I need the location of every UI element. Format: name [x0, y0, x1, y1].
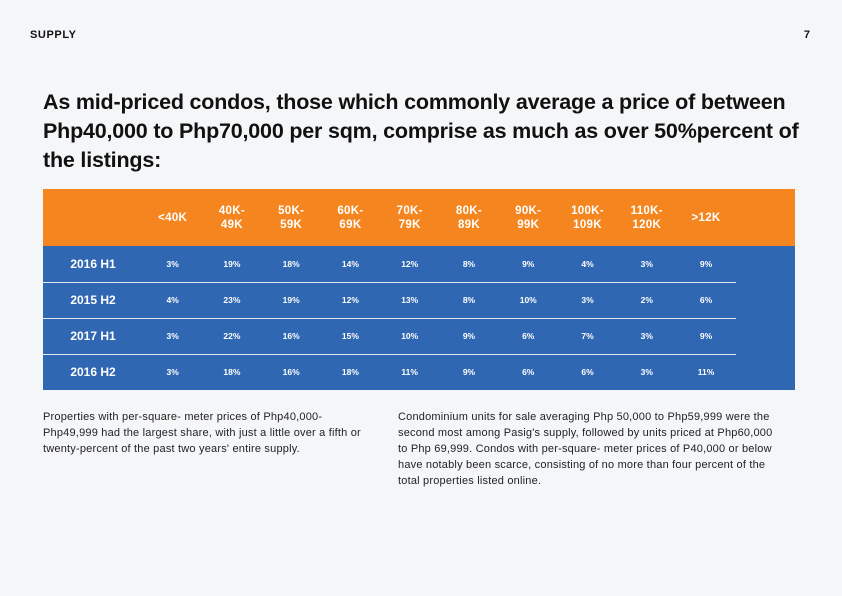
table-cell: 8%	[439, 246, 499, 283]
table-endpad	[736, 246, 795, 282]
table-endpad	[736, 189, 795, 246]
table-corner	[43, 189, 143, 246]
table-cell: 22%	[202, 318, 262, 355]
table-cell: 2%	[617, 282, 677, 319]
table-cell: 3%	[143, 246, 203, 283]
table-cell: 6%	[676, 282, 736, 319]
row-label: 2016 H1	[43, 246, 143, 283]
row-label: 2015 H2	[43, 282, 143, 319]
table-cell: 6%	[581, 367, 594, 378]
column-header: >12K	[691, 211, 721, 224]
table-cell: 3%	[617, 318, 677, 355]
column-header: 70K- 79K	[396, 204, 423, 231]
table-cell: 3%	[557, 282, 618, 319]
table-cell: 14%	[320, 246, 381, 283]
column-header: 80K- 89K	[455, 204, 483, 231]
table-cell: 18%	[341, 367, 359, 378]
paragraph-left: Properties with per-square- meter prices…	[43, 411, 361, 455]
table-cell: 3%	[617, 246, 677, 283]
table-cell: 9%	[498, 246, 558, 283]
section-label: SUPPLY	[30, 29, 77, 41]
table-cell: 11%	[697, 367, 715, 378]
table-cell: 15%	[320, 318, 381, 355]
column-header: 60K- 69K	[337, 204, 364, 231]
table-cell: 18%	[261, 246, 321, 283]
table-cell: 7%	[557, 318, 618, 355]
table-cell: 9%	[676, 246, 736, 283]
column-header: 90K- 99K	[515, 204, 542, 231]
column-header: 40K- 49K	[218, 204, 245, 231]
table-cell: 13%	[380, 282, 440, 319]
table-cell: 4%	[143, 282, 203, 319]
headline: As mid-priced condos, those which common…	[43, 90, 799, 172]
table-row: 2016 H1 3% 19% 18% 14% 12% 8% 9% 4% 3% 9%	[43, 246, 795, 283]
column-header: 50K- 59K	[278, 204, 305, 231]
table-endpad	[736, 318, 795, 354]
table-row: 2016 H2 3% 18% 16% 18% 11% 9% 6% 6% 3% 11%	[43, 354, 795, 390]
table-cell: 23%	[202, 282, 262, 319]
table-cell: 19%	[202, 246, 262, 283]
column-header: 110K- 120K	[630, 204, 663, 231]
column-header: <40K	[158, 211, 188, 224]
table-endpad	[736, 282, 795, 318]
page-number: 7	[803, 29, 810, 41]
table-cell: 19%	[261, 282, 321, 319]
table-cell: 3%	[640, 367, 653, 378]
row-label: 2017 H1	[43, 318, 143, 355]
table-endpad	[736, 354, 795, 390]
price-distribution-table: <40K 40K- 49K 50K- 59K 60K- 69K 70K- 79K 80K…	[43, 189, 795, 390]
table-cell: 6%	[522, 367, 535, 378]
table-cell: 16%	[282, 367, 300, 378]
paragraph-right: Condominium units for sale averaging Php…	[398, 411, 773, 487]
table-cell: 12%	[380, 246, 440, 283]
table-cell: 9%	[439, 318, 499, 355]
table-cell: 9%	[676, 318, 736, 355]
table-cell: 3%	[166, 367, 179, 378]
table-cell: 18%	[223, 367, 241, 378]
table-cell: 9%	[462, 367, 476, 378]
table-cell: 4%	[557, 246, 618, 283]
column-header: 100K- 109K	[571, 204, 604, 231]
table-cell: 8%	[439, 282, 499, 319]
table-header-row: <40K 40K- 49K 50K- 59K 60K- 69K 70K- 79K 80K…	[43, 189, 795, 246]
table-cell: 10%	[498, 282, 558, 319]
table-cell: 10%	[380, 318, 440, 355]
row-label: 2016 H2	[70, 365, 116, 380]
table-cell: 11%	[401, 367, 418, 378]
table-cell: 3%	[143, 318, 203, 355]
table-cell: 16%	[261, 318, 321, 355]
table-cell: 6%	[498, 318, 558, 355]
table-row: 2015 H2 4% 23% 19% 12% 13% 8% 10% 3% 2% 6%	[43, 282, 795, 319]
table-row: 2017 H1 3% 22% 16% 15% 10% 9% 6% 7% 3% 9%	[43, 318, 795, 355]
table-cell: 12%	[320, 282, 381, 319]
